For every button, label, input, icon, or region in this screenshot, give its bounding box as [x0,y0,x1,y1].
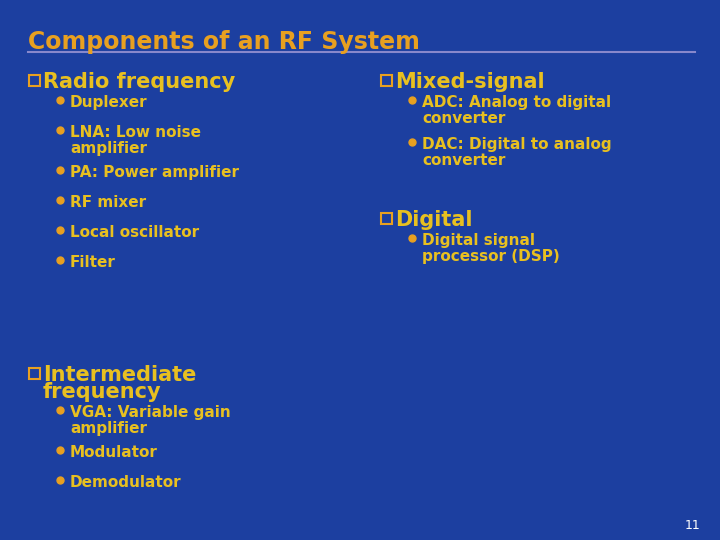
Text: converter: converter [422,153,505,168]
Text: processor (DSP): processor (DSP) [422,249,559,264]
Text: 11: 11 [684,519,700,532]
Text: amplifier: amplifier [70,421,147,436]
Text: VGA: Variable gain: VGA: Variable gain [70,405,230,420]
Text: converter: converter [422,111,505,126]
Text: Filter: Filter [70,255,116,270]
Text: Mixed-signal: Mixed-signal [395,72,544,92]
Text: Digital signal: Digital signal [422,233,535,248]
Text: Digital: Digital [395,210,472,230]
Text: PA: Power amplifier: PA: Power amplifier [70,165,239,180]
Text: Intermediate: Intermediate [43,365,197,385]
Text: frequency: frequency [43,382,161,402]
Text: Modulator: Modulator [70,445,158,460]
Text: Radio frequency: Radio frequency [43,72,235,92]
Text: Components of an RF System: Components of an RF System [28,30,420,54]
Text: LNA: Low noise: LNA: Low noise [70,125,201,140]
Text: RF mixer: RF mixer [70,195,146,210]
Text: ADC: Analog to digital: ADC: Analog to digital [422,95,611,110]
Text: Demodulator: Demodulator [70,475,181,490]
Text: Duplexer: Duplexer [70,95,148,110]
Text: amplifier: amplifier [70,141,147,156]
Text: DAC: Digital to analog: DAC: Digital to analog [422,137,611,152]
Text: Local oscillator: Local oscillator [70,225,199,240]
